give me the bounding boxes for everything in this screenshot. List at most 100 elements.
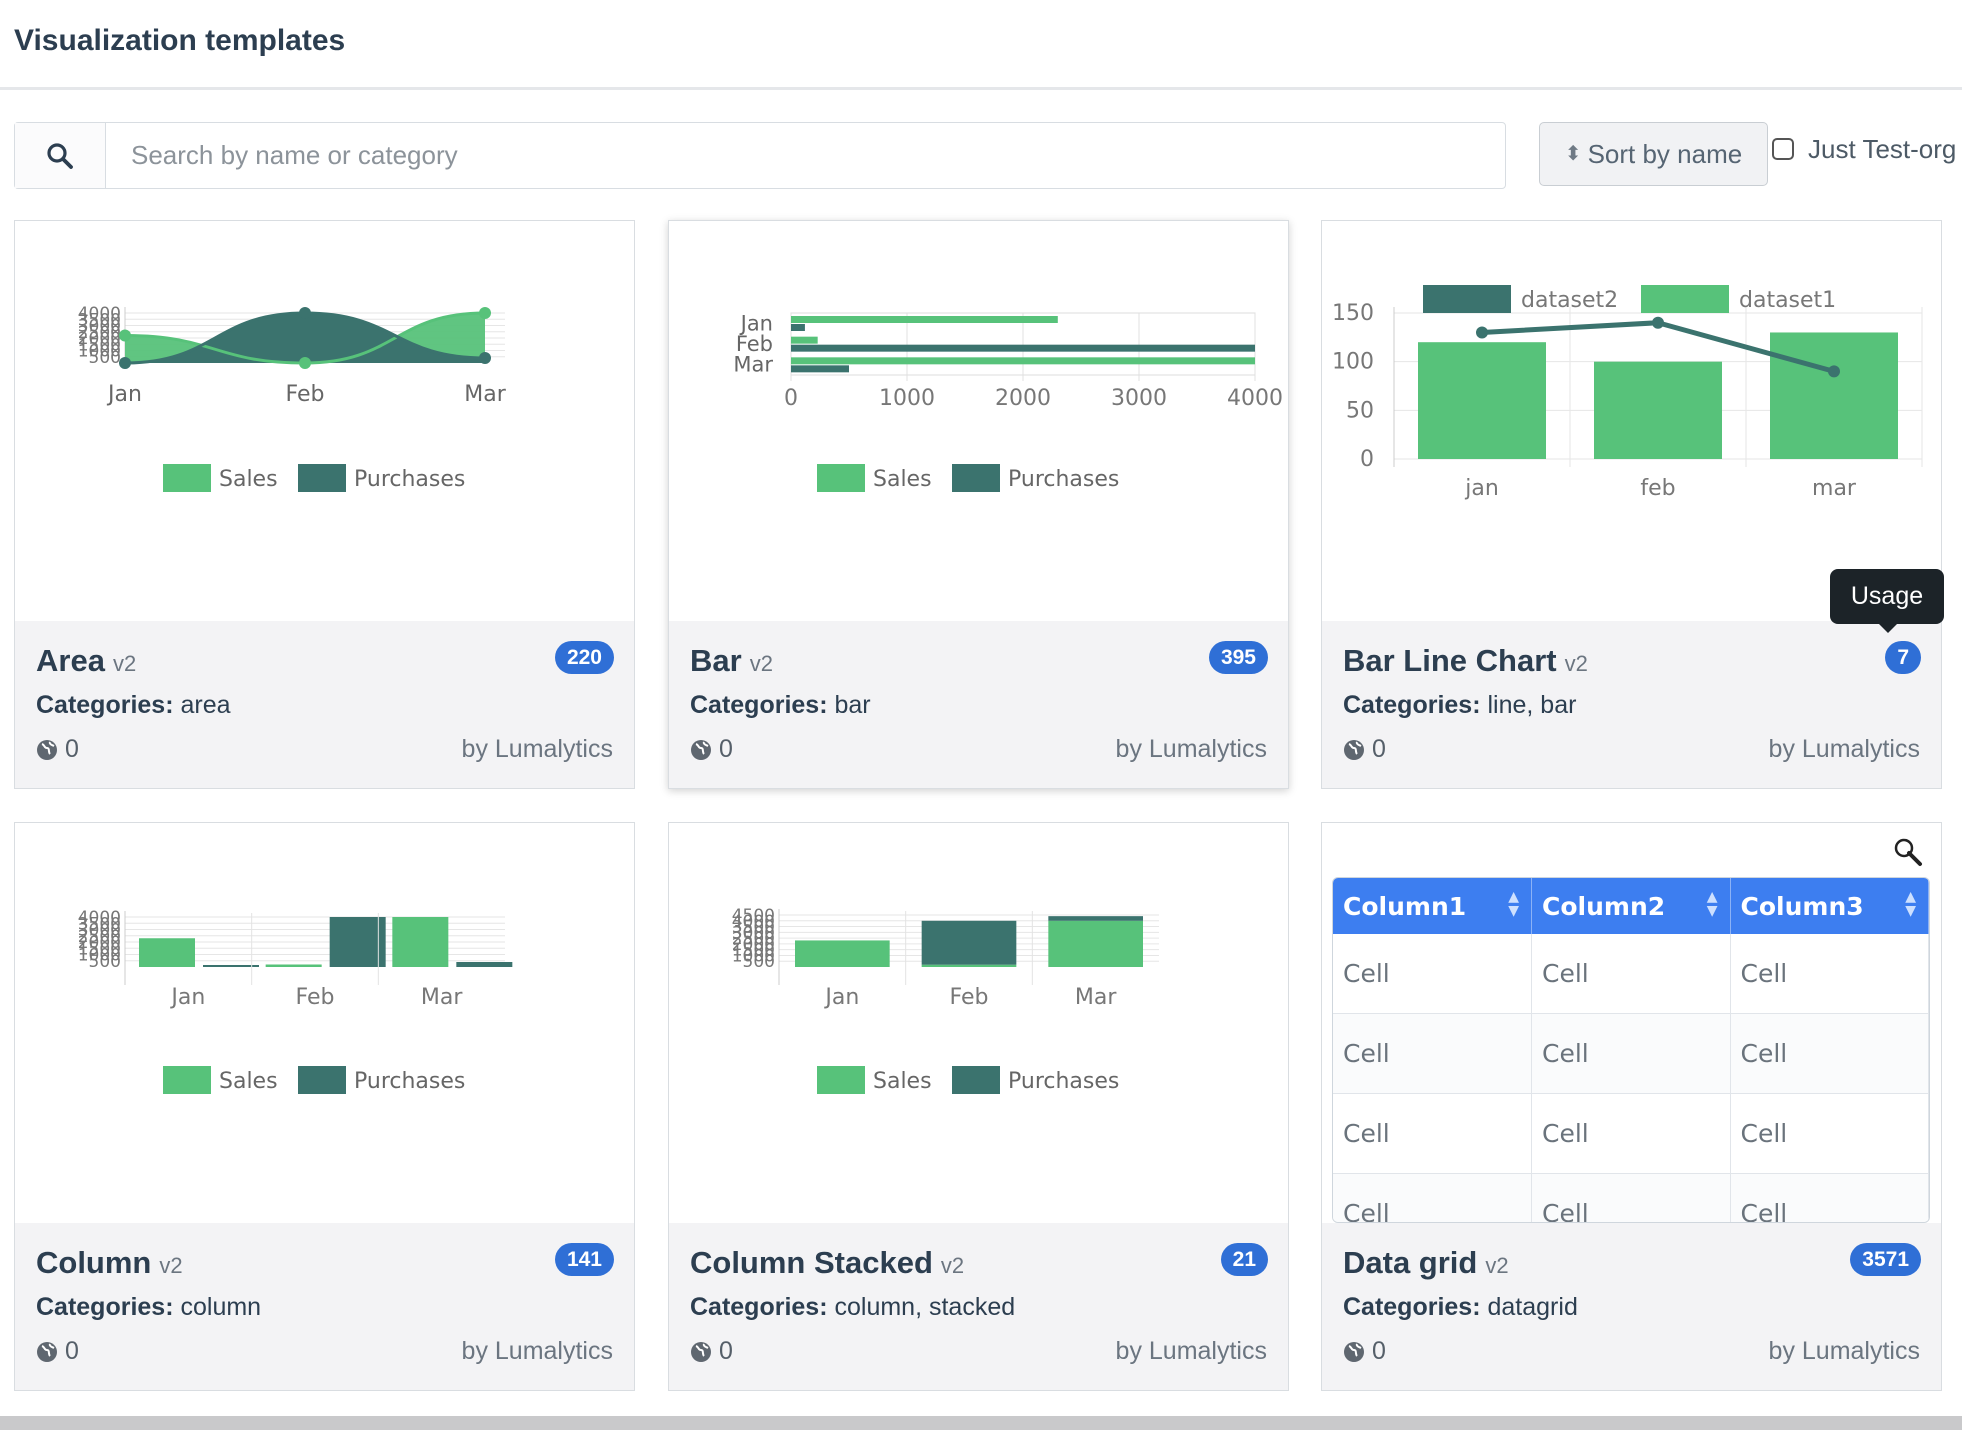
- bar: [791, 344, 1255, 352]
- x-tick-label: Feb: [286, 382, 325, 407]
- table-cell: Cell: [1531, 1173, 1731, 1222]
- author: by Lumalytics: [461, 735, 613, 763]
- table-cell: Cell: [1730, 1093, 1929, 1174]
- card-body: Column v2 141 Categories: column 0 by Lum…: [15, 1223, 634, 1390]
- y-tick-label: 2500: [78, 323, 121, 343]
- globe-icon: [1344, 1342, 1364, 1362]
- table-cell: Cell: [1333, 1173, 1532, 1222]
- usage-badge[interactable]: 21: [1220, 1243, 1268, 1276]
- legend-label: Purchases: [1008, 1069, 1119, 1094]
- search-input[interactable]: [107, 123, 1497, 188]
- legend-label: dataset1: [1739, 288, 1836, 313]
- table-cell: Cell: [1531, 934, 1731, 1014]
- template-card-bar[interactable]: 0 1000 2000 3000 4000 Jan Feb Mar Sales Purchases…: [668, 220, 1289, 789]
- sort-icon[interactable]: ▲ ▼: [1706, 889, 1718, 919]
- template-card-area[interactable]: 500 1000 1500 2000 2500 3000 3500 4000 Jan Feb Mar…: [14, 220, 635, 789]
- bar: [795, 940, 890, 967]
- bar: [1048, 916, 1143, 921]
- usage-badge[interactable]: 395: [1208, 641, 1268, 674]
- y-tick-label: 500: [743, 952, 775, 972]
- table-row: Cell Cell Cell: [1333, 1013, 1929, 1094]
- card-title[interactable]: Bar v2: [690, 643, 773, 679]
- card-title[interactable]: Column v2: [36, 1245, 183, 1281]
- usage-badge[interactable]: 7: [1885, 641, 1921, 674]
- x-tick-label: 1000: [879, 386, 935, 411]
- sort-button[interactable]: ⬍ Sort by name: [1539, 122, 1768, 186]
- share-count: 0: [1372, 1337, 1386, 1365]
- search-button[interactable]: [15, 123, 106, 188]
- card-title[interactable]: Area v2: [36, 643, 136, 679]
- bar: [791, 357, 1255, 365]
- globe-icon: [37, 1342, 57, 1362]
- y-tick-label: 1500: [732, 941, 775, 961]
- x-tick-label: 3000: [1111, 386, 1167, 411]
- categories-label: Categories:: [36, 691, 174, 719]
- x-tick-label: Jan: [169, 985, 205, 1010]
- table-cell: Cell: [1333, 1093, 1532, 1174]
- y-tick-label: 3500: [78, 914, 121, 934]
- x-tick-label: Mar: [421, 985, 463, 1010]
- categories-value: datagrid: [1487, 1293, 1578, 1321]
- sort-icon[interactable]: ▲ ▼: [1508, 889, 1519, 919]
- card-title[interactable]: Column Stacked v2: [690, 1245, 964, 1281]
- share-count: 0: [1372, 735, 1386, 763]
- column-header[interactable]: Column3 ▲ ▼: [1730, 878, 1929, 934]
- data-point: [479, 307, 491, 319]
- y-tick-label: 3500: [78, 310, 121, 330]
- template-card-data-grid[interactable]: Column1 ▲ ▼ Column2 ▲ ▼ Column3 ▲ ▼ Cell Cell Cell…: [1321, 822, 1942, 1391]
- y-tick-label: 1500: [78, 939, 121, 959]
- table-row: Cell Cell Cell: [1333, 1173, 1929, 1222]
- y-tick-label: 3000: [78, 921, 121, 941]
- table-cell: Cell: [1730, 1013, 1929, 1094]
- categories: Categories: datagrid: [1343, 1293, 1578, 1322]
- usage-badge[interactable]: 220: [554, 641, 614, 674]
- template-card-bar-line-chart[interactable]: 0 50 100 150 jan feb mar dataset2 dataset1 Bar L…: [1321, 220, 1942, 789]
- just-org-checkbox[interactable]: [1772, 138, 1794, 160]
- bar: [265, 964, 322, 967]
- legend-swatch: [163, 1066, 211, 1094]
- title-text: Data grid: [1343, 1245, 1478, 1280]
- column-header[interactable]: Column2 ▲ ▼: [1531, 878, 1731, 934]
- table-cell: Cell: [1333, 934, 1532, 1014]
- x-tick-label: jan: [1464, 476, 1499, 501]
- y-tick-label: Mar: [733, 353, 773, 377]
- x-tick-label: Feb: [296, 985, 335, 1010]
- card-body: Area v2 220 Categories: area 0 by Lumalyt…: [15, 621, 634, 788]
- legend-swatch: [298, 1066, 346, 1094]
- y-tick-label: 2000: [78, 933, 121, 953]
- share-count: 0: [65, 735, 79, 763]
- author: by Lumalytics: [1768, 735, 1920, 763]
- usage-badge[interactable]: 3571: [1850, 1243, 1921, 1276]
- data-point: [119, 357, 131, 369]
- legend-label: Sales: [219, 467, 278, 492]
- template-card-column[interactable]: 500 1000 1500 2000 2500 3000 3500 4000 Jan Feb Mar…: [14, 822, 635, 1391]
- title-text: Column: [36, 1245, 152, 1280]
- legend-swatch: [1423, 285, 1511, 313]
- categories: Categories: bar: [690, 691, 871, 720]
- horizontal-scrollbar[interactable]: [0, 1416, 1962, 1430]
- card-title[interactable]: Data grid v2: [1343, 1245, 1509, 1281]
- column-header[interactable]: Column1 ▲ ▼: [1333, 878, 1532, 934]
- chart-preview: 500 1000 1500 2000 2500 3000 3500 4000 4500 Jan Fe…: [669, 823, 1288, 1223]
- sort-icon[interactable]: ▲ ▼: [1905, 889, 1916, 919]
- just-org-label: Just Test-org: [1808, 134, 1957, 164]
- categories: Categories: area: [36, 691, 231, 720]
- globe-icon: [691, 1342, 711, 1362]
- x-tick-label: 0: [784, 386, 798, 411]
- legend-swatch: [163, 464, 211, 492]
- categories-label: Categories:: [1343, 691, 1481, 719]
- y-tick-label: 2500: [732, 929, 775, 949]
- template-card-column-stacked[interactable]: 500 1000 1500 2000 2500 3000 3500 4000 4500 Jan Fe…: [668, 822, 1289, 1391]
- usage-badge[interactable]: 141: [554, 1243, 614, 1276]
- card-title[interactable]: Bar Line Chart v2: [1343, 643, 1588, 679]
- y-tick-label: 4000: [732, 912, 775, 932]
- y-tick-label: 4000: [78, 908, 121, 928]
- version-label: v2: [749, 651, 773, 676]
- zoom-icon[interactable]: [1893, 837, 1923, 867]
- author: by Lumalytics: [461, 1337, 613, 1365]
- y-tick-label: 1500: [78, 335, 121, 355]
- bar: [392, 917, 449, 967]
- categories-value: area: [180, 691, 231, 719]
- table-row: Cell Cell Cell: [1333, 934, 1929, 1014]
